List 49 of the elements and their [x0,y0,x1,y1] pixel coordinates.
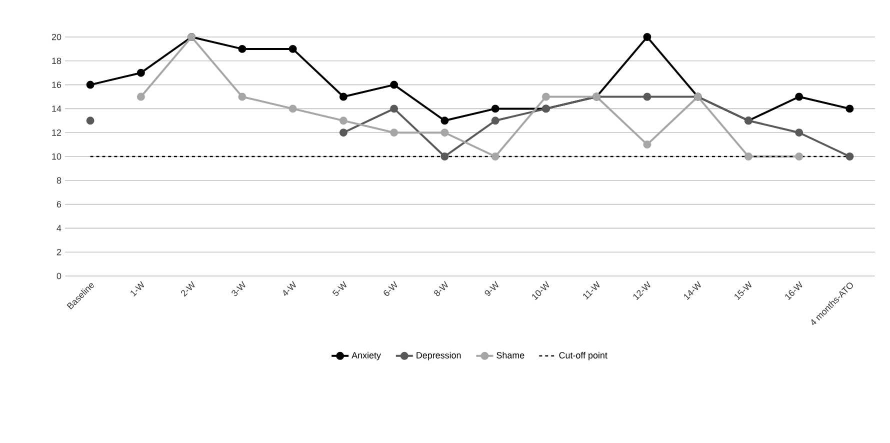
legend-label: Depression [416,352,461,360]
y-tick-label: 18 [52,58,62,64]
point [238,44,246,53]
y-tick-label: 8 [56,177,62,184]
y-tick-label: 14 [52,106,62,112]
point [643,33,652,41]
y-tick-label: 16 [52,82,62,88]
point [440,152,449,160]
legend-label: Anxiety [352,352,381,360]
point [86,116,94,125]
point [339,128,348,137]
point [542,92,550,101]
point [238,92,246,101]
y-tick-label: 10 [52,153,62,160]
point [491,116,500,125]
point [440,128,449,137]
y-tick-label: 4 [56,225,62,232]
point [136,68,145,77]
point [440,116,449,125]
point [795,92,804,101]
point [339,92,348,101]
point [846,152,854,160]
y-tick-label: 6 [56,201,62,208]
y-tick-label: 0 [56,272,62,280]
point [744,152,752,160]
point [136,92,145,101]
y-tick-label: 12 [52,129,62,136]
point [491,152,500,160]
point [339,116,348,125]
x-tick-label: 9-W [484,281,498,296]
point [390,128,398,137]
point [390,104,398,113]
y-tick-label: 2 [56,248,62,256]
x-tick-label: 5-W [332,280,346,296]
legend-label: Shame [496,352,524,358]
point [846,104,854,113]
point [643,140,652,149]
x-tick-label: 4-W [283,280,296,296]
point [288,104,297,113]
point [491,104,500,113]
legend-label: Cut-off point [559,352,608,360]
point [795,152,804,160]
point [390,80,398,89]
y-tick-label: 20 [52,34,62,40]
point [288,44,297,53]
point [86,80,94,89]
x-tick-label: 6-W [384,281,398,296]
point [795,128,804,137]
point [643,92,652,101]
